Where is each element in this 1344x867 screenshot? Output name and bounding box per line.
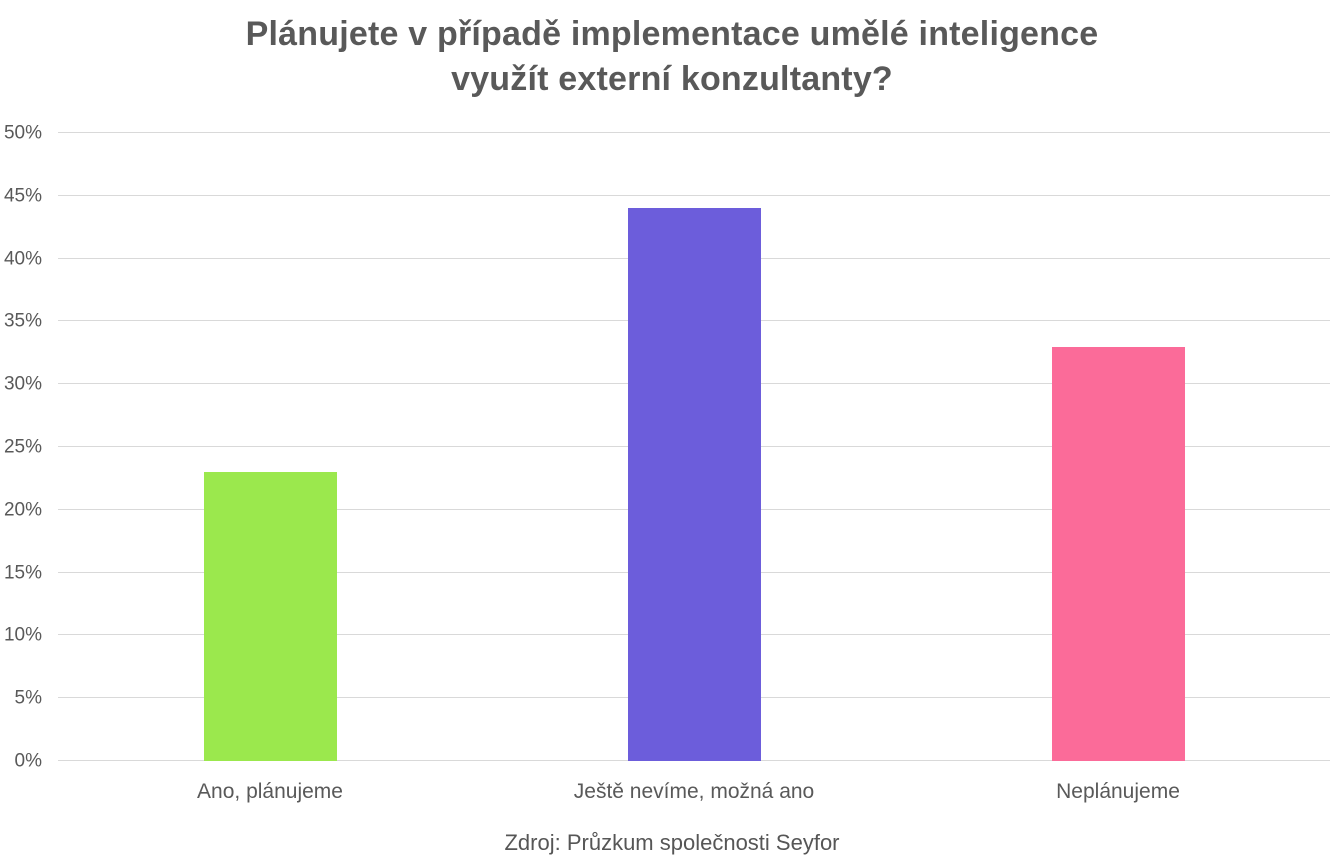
y-tick-label-35: 35% [3,310,42,332]
plot-area [58,132,1330,761]
gridline-50 [58,132,1330,133]
y-tick-label-30: 30% [3,373,42,395]
bar-3 [1051,346,1185,761]
bar-slot [58,133,482,761]
y-tick-label-50: 50% [3,122,42,144]
gridline-45 [58,194,1330,196]
source-caption: Zdroj: Průzkum společnosti Seyfor [504,830,840,855]
y-tick-label-25: 25% [3,436,42,458]
y-tick-label-10: 10% [3,624,42,646]
x-tick-label-2: Ještě nevíme, možná ano [573,780,815,803]
bar-slot [906,133,1330,761]
chart-title: Plánujete v případě implementace umělé i… [0,12,1344,102]
x-axis-category-labels: Ano, plánujeme Ještě nevíme, možná ano Nep… [58,779,1330,804]
y-tick-label-5: 5% [14,687,42,709]
bar-2 [627,208,761,761]
y-tick-label-40: 40% [3,248,42,270]
x-tick-label-1: Ano, plánujeme [197,780,343,803]
y-tick-label-20: 20% [3,499,42,521]
chart-title-line-2: využít externí konzultanty? [451,59,893,98]
y-tick-label-15: 15% [3,562,42,584]
bar-slot [482,133,906,761]
y-axis-tick-labels: 0% 5% 10% 15% 20% 25% 30% 35% 40% 45% 50% [0,124,42,771]
y-tick-label-0: 0% [14,750,42,772]
chart-title-line-1: Plánujete v případě implementace umělé i… [245,15,1099,53]
y-tick-label-45: 45% [3,185,42,207]
x-tick-label-3: Neplánujeme [1056,780,1180,803]
bars-row [58,133,1330,761]
bar-1 [203,472,337,761]
